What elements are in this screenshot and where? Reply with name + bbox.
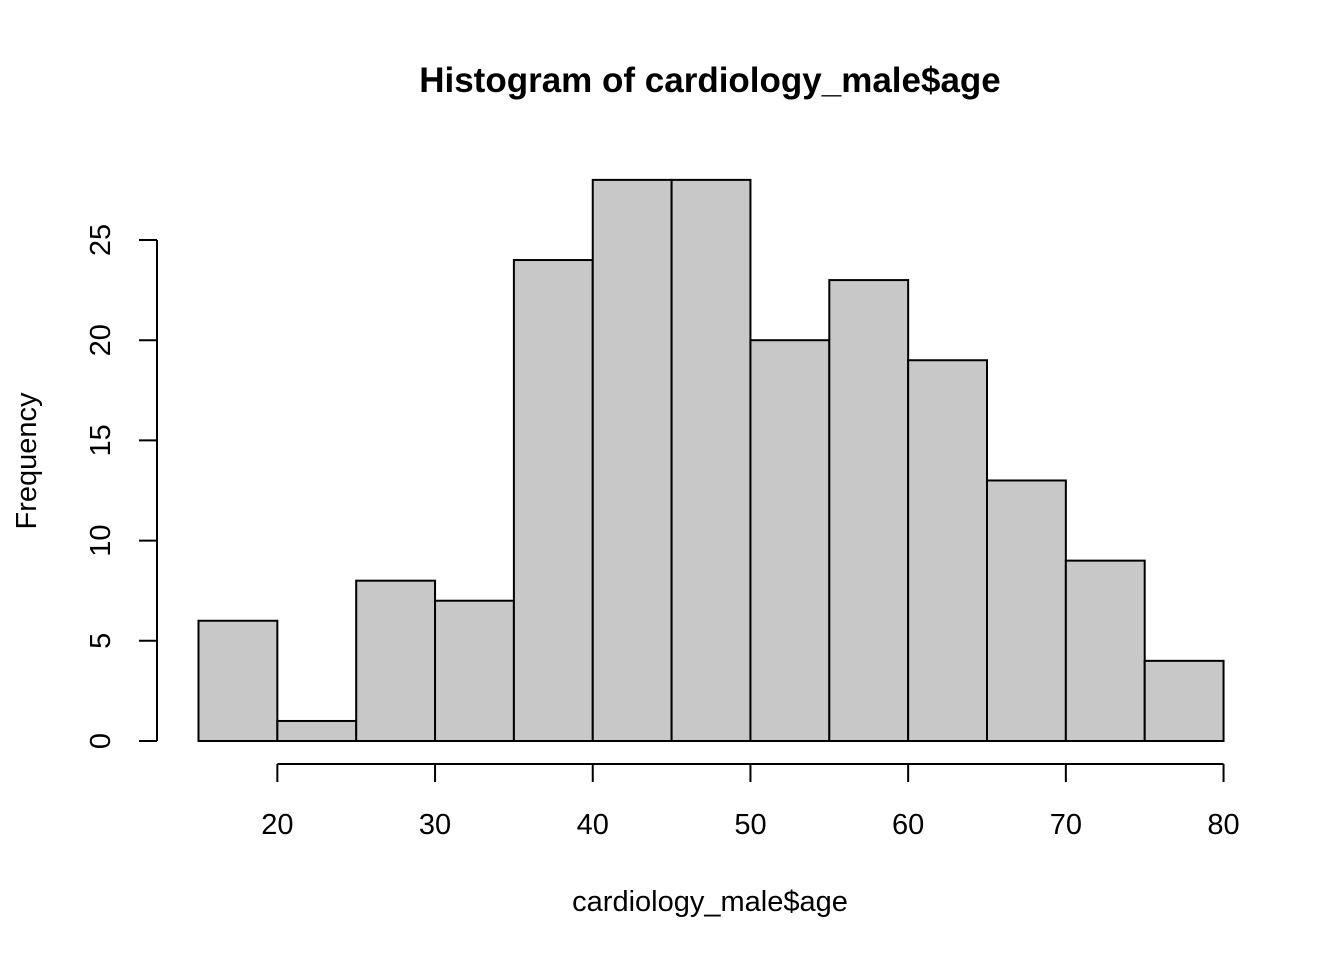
bars-group: [197, 178, 1225, 743]
y-tick-label: 20: [85, 324, 117, 356]
y-tick-label: 0: [85, 733, 117, 749]
x-axis-label: cardiology_male$age: [572, 886, 848, 918]
histogram-bar: [670, 178, 752, 742]
y-tick-label: 5: [85, 633, 117, 649]
histogram-bar: [512, 259, 594, 742]
histogram-bar: [276, 719, 358, 743]
y-tick-label: 10: [85, 524, 117, 556]
histogram-bar: [986, 479, 1067, 742]
histogram-bar: [1064, 559, 1146, 743]
histogram-bar: [907, 359, 989, 742]
histogram-bar: [749, 339, 831, 742]
x-tick-label: 60: [892, 809, 924, 841]
x-tick-label: 40: [577, 809, 609, 841]
y-tick-label: 15: [85, 424, 117, 456]
y-tick-label: 25: [85, 224, 117, 256]
x-tick-label: 70: [1050, 809, 1082, 841]
histogram-bar: [355, 579, 437, 742]
chart-title: Histogram of cardiology_male$age: [419, 61, 1001, 100]
y-axis-label: Frequency: [11, 392, 43, 530]
y-axis: 0 5 10 15 20 25: [85, 224, 158, 749]
x-tick-label: 80: [1207, 809, 1239, 841]
histogram-bar: [1143, 659, 1225, 743]
x-tick-label: 30: [419, 809, 451, 841]
histogram-bar: [197, 619, 279, 743]
x-axis: 20 30 40 50 60 70 80: [261, 763, 1240, 841]
histogram-bar: [591, 178, 673, 742]
x-tick-label: 20: [261, 809, 293, 841]
histogram-bar: [828, 279, 910, 742]
x-tick-label: 50: [734, 809, 766, 841]
histogram-bar: [434, 599, 515, 742]
